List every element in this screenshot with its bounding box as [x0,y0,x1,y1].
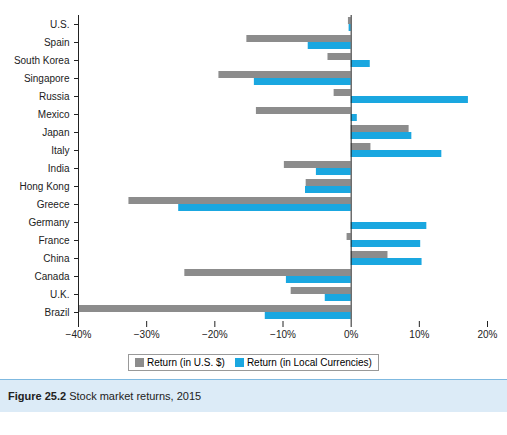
svg-text:−30%: −30% [134,329,160,340]
svg-text:Russia: Russia [39,91,70,102]
svg-text:India: India [48,163,70,174]
svg-text:Spain: Spain [44,37,70,48]
svg-text:Japan: Japan [42,127,69,138]
svg-text:South Korea: South Korea [14,55,70,66]
html-text:Return (in U.S. $): Return (in U.S. $) [147,357,225,368]
svg-text:France: France [38,235,70,246]
svg-text:−10%: −10% [270,329,296,340]
svg-text:20%: 20% [477,329,497,340]
svg-text:−40%: −40% [66,329,92,340]
svg-text:Mexico: Mexico [38,109,70,120]
svg-text:Germany: Germany [28,217,69,228]
svg-text:Italy: Italy [51,145,69,156]
svg-text:U.K.: U.K. [50,289,69,300]
svg-text:−20%: −20% [202,329,228,340]
svg-text:Canada: Canada [34,271,69,282]
svg-text:Hong Kong: Hong Kong [19,181,69,192]
svg-text:10%: 10% [409,329,429,340]
html-text:Figure 25.2 Stock market retur: Figure 25.2 Stock market returns, 2015 [8,390,202,402]
html-text:Return (in Local Currencies): Return (in Local Currencies) [246,357,372,368]
svg-text:0%: 0% [344,329,359,340]
svg-text:Brazil: Brazil [44,307,69,318]
svg-text:Greece: Greece [37,199,70,210]
svg-text:China: China [43,253,70,264]
svg-text:U.S.: U.S. [50,19,69,30]
svg-text:Singapore: Singapore [24,73,70,84]
